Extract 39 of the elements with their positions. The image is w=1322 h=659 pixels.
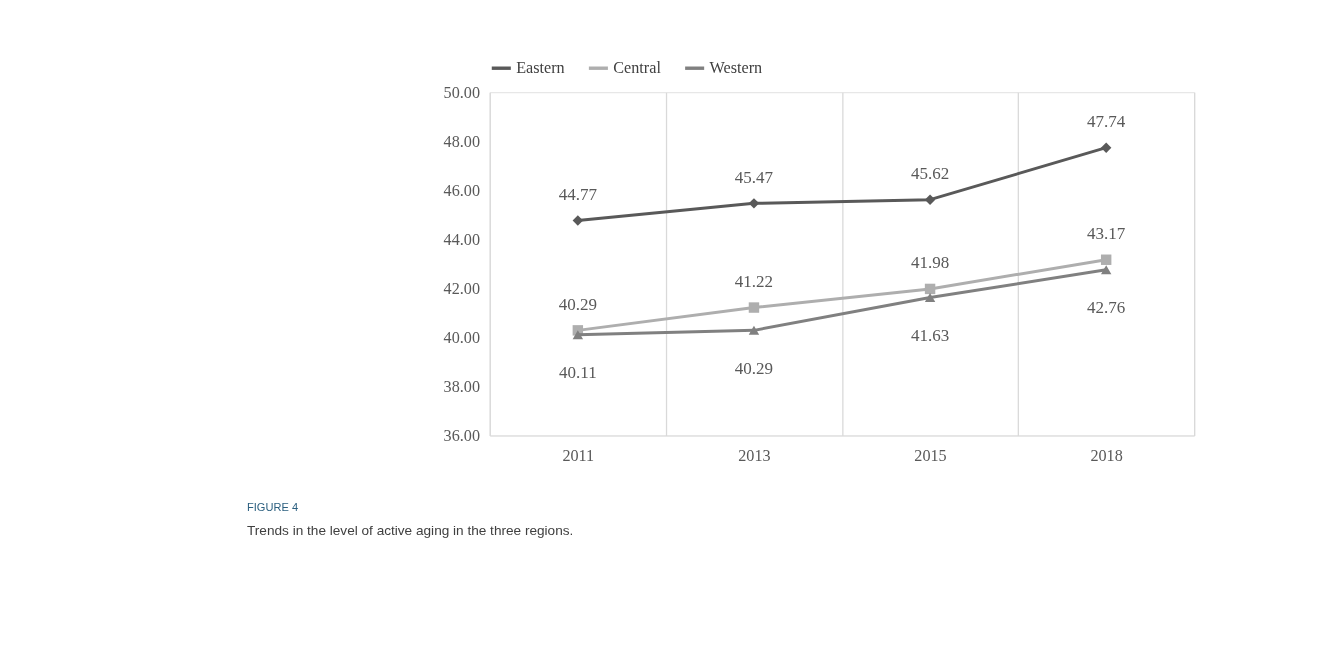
- data-label: 41.98: [910, 253, 950, 273]
- y-tick-label: 44.00: [443, 230, 480, 248]
- data-label: 40.11: [559, 363, 597, 383]
- y-tick-label: 38.00: [443, 378, 480, 396]
- x-tick-label: 2015: [914, 446, 947, 464]
- x-tick-label: 2011: [562, 446, 595, 464]
- data-label: 45.62: [910, 164, 950, 184]
- legend-label: Western: [709, 59, 763, 77]
- text: Trends in the level of active aging in the three regions.: [247, 523, 574, 539]
- point: [924, 292, 936, 303]
- y-tick-label: 50.00: [443, 83, 480, 101]
- y-tick-label: 36.00: [443, 427, 480, 445]
- point: [572, 215, 584, 226]
- y-tick-label: 48.00: [443, 132, 480, 150]
- point: [1100, 142, 1112, 153]
- data-label: 40.29: [558, 294, 597, 314]
- data-label: 44.77: [558, 185, 598, 205]
- data-label: 42.76: [1087, 298, 1126, 318]
- point: [1100, 254, 1112, 265]
- y-tick-label: 42.00: [443, 279, 480, 297]
- legend-label: Central: [613, 59, 662, 77]
- x-tick-label: 2013: [738, 446, 771, 464]
- point: [924, 283, 936, 295]
- legend-label: Eastern: [516, 59, 565, 77]
- x-tick-label: 2018: [1090, 446, 1123, 464]
- y-tick-label: 46.00: [443, 181, 480, 199]
- data-label: 47.74: [1087, 112, 1126, 132]
- data-label: 43.17: [1087, 224, 1126, 244]
- data-label: 41.63: [910, 325, 950, 345]
- data-label: 41.22: [734, 272, 774, 292]
- data-label: 40.29: [734, 358, 774, 378]
- point: [572, 330, 584, 340]
- point: [924, 194, 936, 205]
- data-label: 45.47: [734, 167, 774, 187]
- point: [748, 325, 760, 335]
- point: [748, 302, 760, 313]
- caption: FIGURE 4: [247, 501, 299, 514]
- y-tick-label: 40.00: [443, 329, 480, 347]
- point: [1100, 265, 1112, 275]
